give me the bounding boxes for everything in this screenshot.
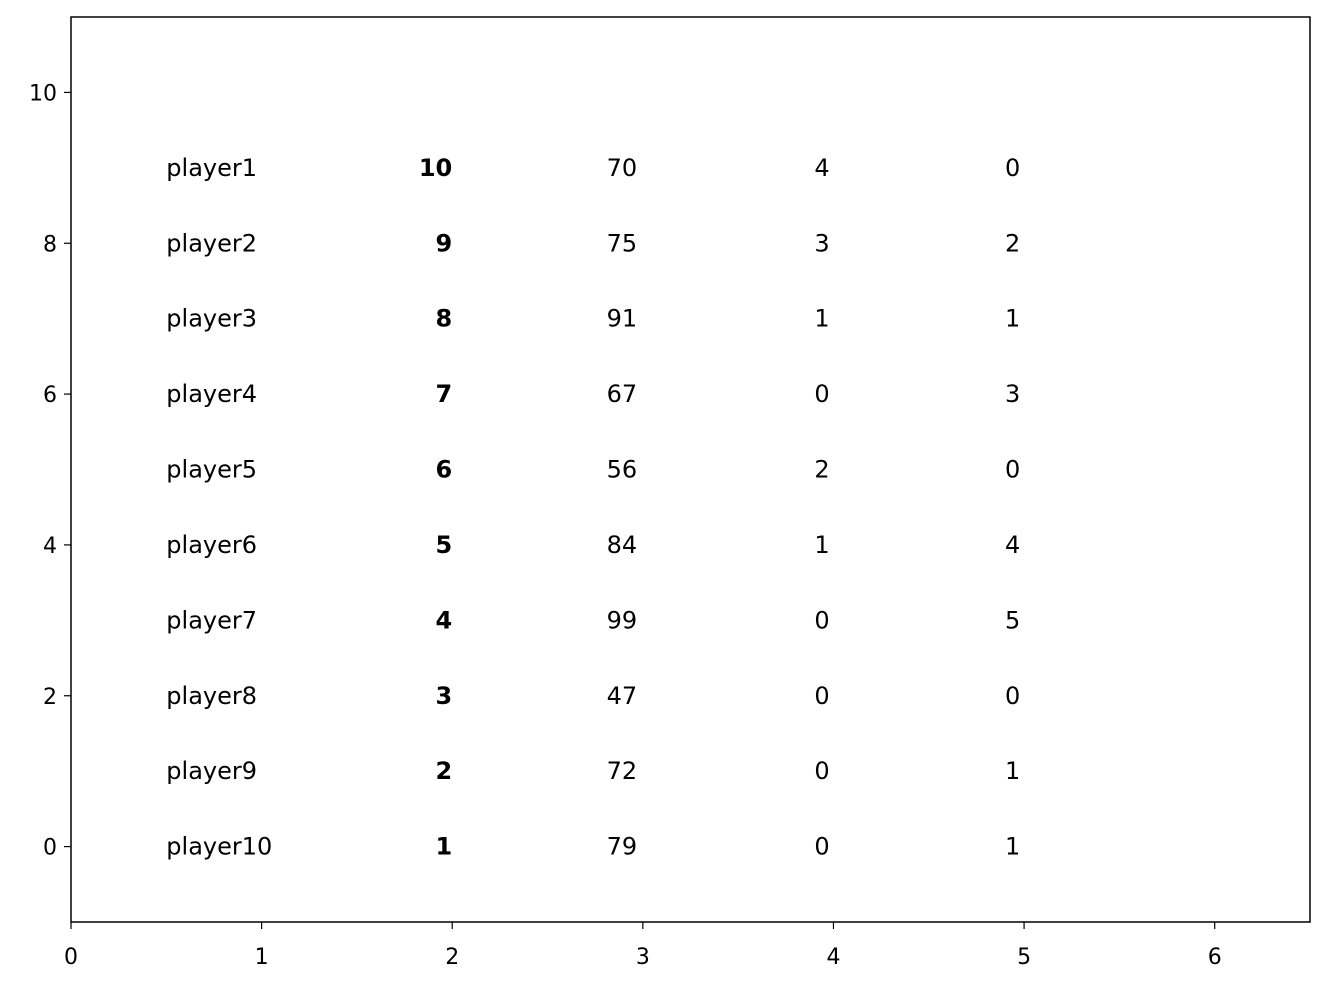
player-name-cell: player5 — [166, 456, 257, 484]
stat-b-cell: 4 — [1005, 531, 1020, 559]
table-row: player7 4 99 0 5 — [166, 606, 1020, 634]
score-cell: 75 — [607, 229, 638, 257]
stat-a-cell: 0 — [814, 380, 829, 408]
stat-b-cell: 2 — [1005, 229, 1020, 257]
rank-cell: 3 — [436, 682, 453, 710]
y-tick-label: 2 — [43, 685, 57, 710]
score-cell: 72 — [607, 757, 638, 785]
stat-b-cell: 5 — [1005, 606, 1020, 634]
table-row: player9 2 72 0 1 — [166, 757, 1020, 785]
y-tick-label: 0 — [43, 836, 57, 861]
rank-cell: 5 — [436, 531, 453, 559]
rank-cell: 4 — [436, 606, 453, 634]
stat-b-cell: 0 — [1005, 682, 1020, 710]
stat-a-cell: 1 — [814, 531, 829, 559]
stat-a-cell: 0 — [814, 606, 829, 634]
x-tick-label: 2 — [445, 945, 459, 970]
player-name-cell: player4 — [166, 380, 257, 408]
rank-cell: 1 — [436, 833, 453, 861]
player-name-cell: player3 — [166, 305, 257, 333]
stat-b-cell: 1 — [1005, 305, 1020, 333]
x-tick-label: 0 — [64, 945, 78, 970]
x-tick-label: 4 — [826, 945, 840, 970]
score-cell: 56 — [607, 456, 638, 484]
stat-a-cell: 0 — [814, 833, 829, 861]
table-row: player5 6 56 2 0 — [166, 456, 1020, 484]
rank-cell: 9 — [436, 229, 453, 257]
score-cell: 99 — [607, 606, 638, 634]
score-cell: 91 — [607, 305, 638, 333]
stat-b-cell: 0 — [1005, 456, 1020, 484]
table-row: player1 10 70 4 0 — [166, 154, 1020, 182]
score-cell: 67 — [607, 380, 638, 408]
player-name-cell: player8 — [166, 682, 257, 710]
score-cell: 47 — [607, 682, 638, 710]
rank-cell: 2 — [436, 757, 453, 785]
stat-b-cell: 1 — [1005, 833, 1020, 861]
score-cell: 70 — [607, 154, 638, 182]
plot-frame — [70, 16, 1311, 923]
player-name-cell: player7 — [166, 606, 257, 634]
player-name-cell: player10 — [166, 833, 272, 861]
y-tick-label: 10 — [29, 81, 57, 106]
score-cell: 79 — [607, 833, 638, 861]
y-axis: 0 2 4 6 8 10 — [29, 81, 71, 861]
stat-b-cell: 0 — [1005, 154, 1020, 182]
rank-cell: 8 — [436, 305, 453, 333]
stat-b-cell: 3 — [1005, 380, 1020, 408]
y-tick-label: 4 — [43, 534, 57, 559]
score-cell: 84 — [607, 531, 638, 559]
player-name-cell: player9 — [166, 757, 257, 785]
rank-cell: 10 — [419, 154, 452, 182]
player-name-cell: player6 — [166, 531, 257, 559]
table-row: player3 8 91 1 1 — [166, 305, 1020, 333]
y-tick-label: 6 — [43, 383, 57, 408]
y-tick-label: 8 — [43, 232, 57, 257]
x-tick-label: 5 — [1017, 945, 1031, 970]
stat-a-cell: 4 — [814, 154, 829, 182]
table-row: player2 9 75 3 2 — [166, 229, 1020, 257]
player-name-cell: player1 — [166, 154, 257, 182]
stat-a-cell: 1 — [814, 305, 829, 333]
table-row: player6 5 84 1 4 — [166, 531, 1020, 559]
stat-a-cell: 0 — [814, 682, 829, 710]
table-row: player8 3 47 0 0 — [166, 682, 1020, 710]
x-tick-label: 3 — [636, 945, 650, 970]
rank-cell: 6 — [436, 456, 453, 484]
stat-b-cell: 1 — [1005, 757, 1020, 785]
x-tick-label: 1 — [255, 945, 269, 970]
stat-a-cell: 2 — [814, 456, 829, 484]
rank-cell: 7 — [436, 380, 453, 408]
player-name-cell: player2 — [166, 229, 257, 257]
stat-a-cell: 0 — [814, 757, 829, 785]
table-row: player10 1 79 0 1 — [166, 833, 1020, 861]
x-tick-label: 6 — [1208, 945, 1222, 970]
stat-a-cell: 3 — [814, 229, 829, 257]
x-axis: 0 1 2 3 4 5 6 — [64, 922, 1222, 970]
table-row: player4 7 67 0 3 — [166, 380, 1020, 408]
